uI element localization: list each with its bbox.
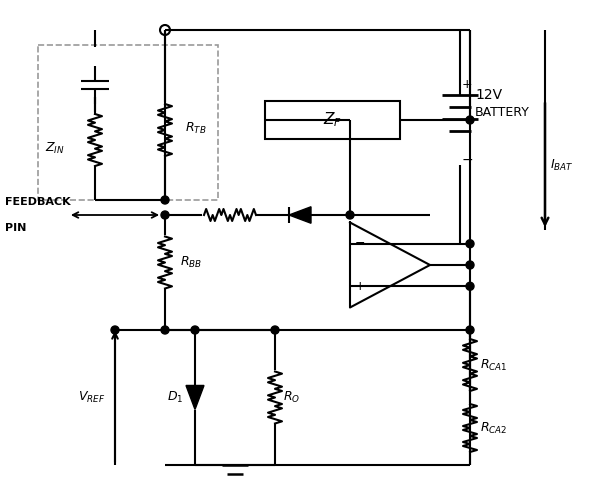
Text: $Z_F$: $Z_F$ xyxy=(323,111,342,129)
Text: −: − xyxy=(355,237,365,250)
Text: $R_{CA1}$: $R_{CA1}$ xyxy=(480,358,508,373)
Polygon shape xyxy=(186,386,204,410)
Circle shape xyxy=(466,326,474,334)
Text: +: + xyxy=(462,79,473,92)
Text: $R_{TB}$: $R_{TB}$ xyxy=(185,120,206,135)
Circle shape xyxy=(161,211,169,219)
Text: $D_1$: $D_1$ xyxy=(167,390,183,405)
Text: $R_{CA2}$: $R_{CA2}$ xyxy=(480,420,508,436)
Circle shape xyxy=(466,116,474,124)
Circle shape xyxy=(346,211,354,219)
Text: $R_{BB}$: $R_{BB}$ xyxy=(180,255,202,270)
Circle shape xyxy=(191,326,199,334)
Circle shape xyxy=(111,326,119,334)
Text: −: − xyxy=(462,153,473,167)
Circle shape xyxy=(161,326,169,334)
Text: PIN: PIN xyxy=(5,223,26,233)
Circle shape xyxy=(466,261,474,269)
Circle shape xyxy=(466,282,474,290)
Circle shape xyxy=(161,196,169,204)
Text: $V_{REF}$: $V_{REF}$ xyxy=(78,390,105,405)
Circle shape xyxy=(271,326,279,334)
Text: $I_{BAT}$: $I_{BAT}$ xyxy=(550,158,574,173)
Circle shape xyxy=(466,240,474,248)
Text: $Z_{IN}$: $Z_{IN}$ xyxy=(45,140,65,156)
Text: BATTERY: BATTERY xyxy=(475,107,530,120)
Polygon shape xyxy=(289,207,311,223)
Text: +: + xyxy=(355,280,365,293)
Bar xyxy=(265,101,400,139)
Text: $R_O$: $R_O$ xyxy=(283,390,300,405)
Text: 12V: 12V xyxy=(475,88,502,102)
Text: FEEDBACK: FEEDBACK xyxy=(5,197,71,207)
